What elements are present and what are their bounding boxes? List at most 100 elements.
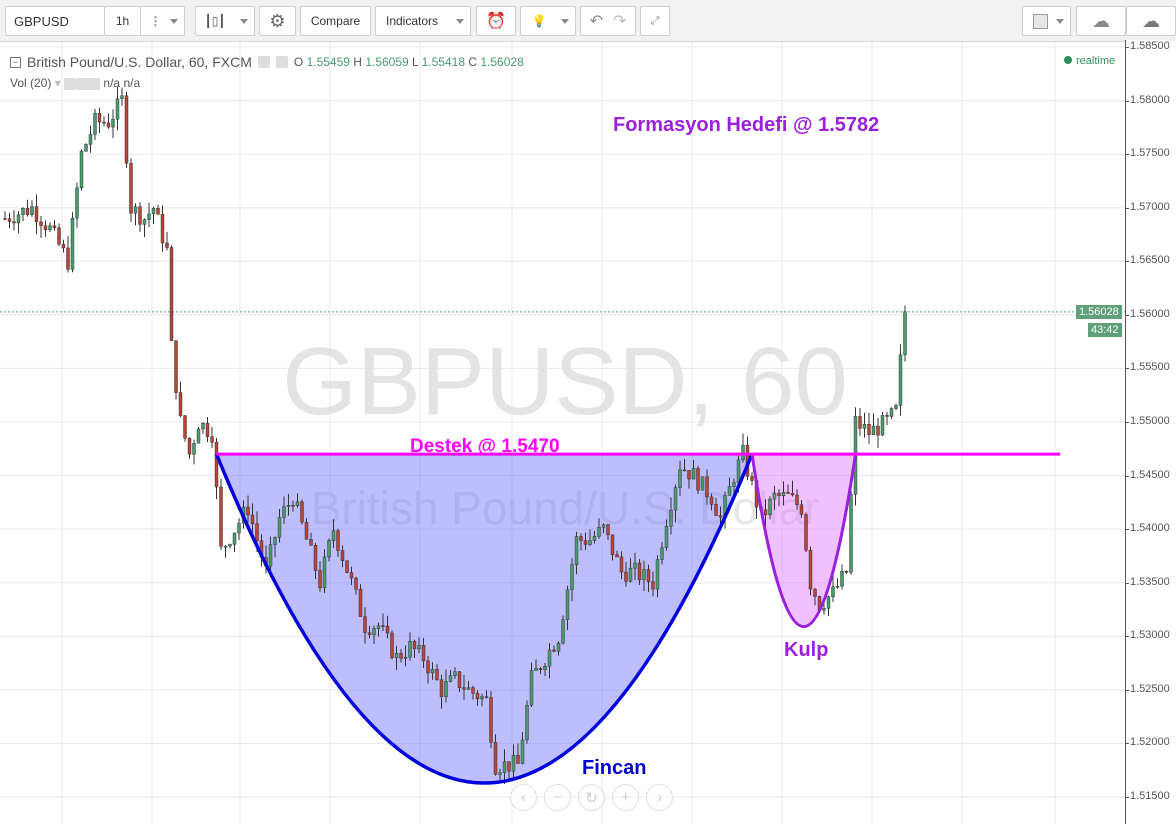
load-chart-button[interactable]: ☁ (1076, 6, 1126, 36)
candle-body (142, 219, 147, 225)
candle-body (763, 509, 768, 516)
candle-body (822, 608, 826, 611)
interval-dropdown[interactable]: ⋮ (140, 6, 185, 36)
candle-body (39, 221, 43, 226)
price-axis[interactable]: 1.58500 1.58000 1.57500 1.57000 1.56500 1.560… (1125, 40, 1176, 824)
scroll-left-button[interactable]: ‹ (510, 784, 537, 811)
price-chart[interactable]: GBPUSD, 60 British Pound/U.S. Dollar (0, 42, 1125, 824)
candle-body (574, 536, 579, 565)
undo-icon[interactable]: ↶ (589, 13, 603, 30)
volume-legend: Vol (20) ▾ n/a n/a (10, 76, 141, 90)
candle-body (232, 532, 237, 545)
visibility-icon[interactable] (257, 56, 270, 68)
indicators-button[interactable]: Indicators (375, 6, 471, 36)
candle-body (637, 562, 642, 581)
fullscreen-button[interactable]: ⤢ (640, 6, 670, 36)
candle-body (844, 571, 849, 573)
zoom-out-button[interactable]: − (544, 784, 571, 811)
candle-body (709, 496, 714, 505)
candle-body (120, 95, 124, 99)
candle-body (129, 163, 133, 214)
candle-body (790, 493, 795, 496)
candle-body (210, 436, 214, 443)
candle-body (678, 469, 682, 488)
candle-body (255, 523, 259, 541)
candle-body (385, 625, 390, 634)
candle-body (718, 515, 723, 518)
handle-annotation: Kulp (784, 639, 829, 661)
settings-button[interactable]: ⚙ (259, 6, 296, 36)
more-dots-icon: ⋮ (149, 14, 162, 28)
last-price-tag: 1.56028 (1076, 305, 1122, 319)
series-settings-icon[interactable] (275, 56, 288, 68)
volume-label: Vol (20) (10, 76, 52, 90)
candle-body (871, 425, 876, 435)
toolbar: GBPUSD 1h ⋮ ┃▯┃ ⚙ Compare Indicators ⏰ 💡… (0, 0, 1176, 42)
candle-body (214, 441, 219, 488)
price-tick: 1.53000 (1125, 629, 1170, 642)
candle-body (808, 549, 813, 590)
candle-body (606, 524, 610, 536)
undo-redo-group: ↶ ↷ (580, 6, 636, 36)
candle-body (372, 628, 376, 635)
candle-body (304, 521, 309, 540)
candle-body (561, 619, 565, 644)
candle-body (205, 422, 210, 437)
candle-body (25, 208, 30, 215)
candle-body (88, 134, 93, 145)
interval-button[interactable]: 1h (104, 6, 141, 36)
compare-button[interactable]: Compare (300, 6, 371, 36)
candle-body (390, 632, 394, 658)
watermark-symbol: GBPUSD, 60 (282, 328, 848, 435)
series-title: British Pound/U.S. Dollar, 60, FXCM (27, 54, 252, 70)
chart-legend: − British Pound/U.S. Dollar, 60, FXCM O … (10, 54, 524, 70)
candle-body (394, 653, 399, 658)
indicators-label: Indicators (386, 14, 439, 28)
candle-body (178, 392, 183, 416)
scroll-right-button[interactable]: › (646, 784, 673, 811)
candle-body (417, 645, 421, 650)
ideas-button[interactable]: 💡 (520, 6, 576, 36)
candle-body (57, 227, 61, 245)
candle-body (156, 208, 160, 215)
candle-body (174, 340, 178, 393)
candle-body (7, 218, 12, 222)
candle-body (885, 415, 889, 417)
candles (3, 86, 907, 785)
collapse-icon[interactable]: − (10, 56, 21, 68)
alert-button[interactable]: ⏰ (476, 6, 516, 36)
save-chart-button[interactable]: ☁ (1126, 6, 1176, 36)
candle-body (547, 649, 552, 667)
candle-body (399, 653, 403, 659)
chart-style-button[interactable]: ┃▯┃ (195, 6, 255, 36)
redo-icon[interactable]: ↷ (613, 13, 627, 30)
candle-body (282, 506, 286, 518)
remove-icon[interactable] (88, 77, 101, 90)
candle-body (408, 641, 412, 658)
price-tick: 1.55500 (1125, 361, 1170, 374)
symbol-input[interactable]: GBPUSD (5, 6, 105, 36)
candle-body (556, 642, 561, 652)
candle-body (192, 443, 196, 455)
zoom-in-button[interactable]: + (612, 784, 639, 811)
indicator-settings-icon[interactable] (76, 77, 89, 90)
candle-body (777, 492, 781, 497)
candle-body (682, 469, 687, 472)
candle-body (322, 556, 327, 589)
color-theme-button[interactable] (1022, 6, 1071, 36)
visibility-icon[interactable] (64, 77, 77, 90)
candle-body (318, 570, 322, 589)
candle-body (705, 476, 709, 498)
price-tick: 1.55000 (1125, 414, 1170, 427)
candle-body (169, 247, 174, 341)
candle-body (34, 206, 39, 222)
candle-body (430, 668, 435, 674)
candle-body (489, 697, 493, 743)
candle-body (619, 556, 624, 573)
lightbulb-icon: 💡 (531, 14, 547, 28)
price-tick: 1.56500 (1125, 254, 1170, 267)
ohlc-values: O 1.55459 H 1.56059 L 1.55418 C 1.56028 (293, 55, 524, 69)
reset-button[interactable]: ↻ (578, 784, 605, 811)
candle-body (16, 214, 21, 224)
candle-body (624, 571, 628, 582)
